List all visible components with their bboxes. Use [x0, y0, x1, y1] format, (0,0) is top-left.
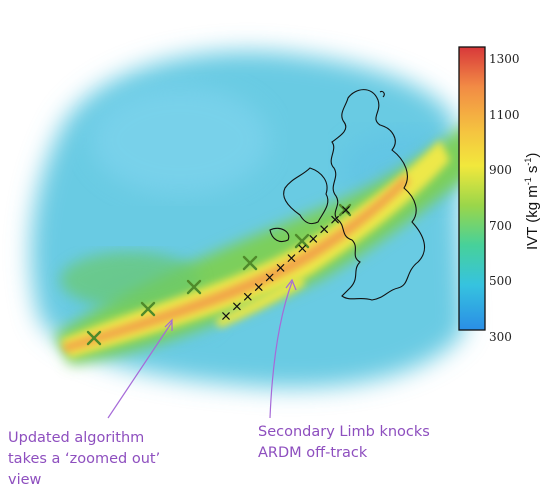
ardm-markers: [222, 206, 350, 320]
updated-algorithm-markers: [86, 203, 352, 346]
colorbar-tick-label: 900: [489, 163, 512, 178]
black-x-marker: [287, 254, 296, 262]
green-x-marker: [338, 203, 352, 217]
colorbar-tick-label: 700: [489, 218, 512, 233]
annotation-line: Updated algorithm: [8, 430, 145, 446]
arrow-secondary-limb: [269, 281, 293, 419]
colorbar-tick-label: 300: [489, 330, 512, 344]
colorbar-tick-label: 500: [489, 274, 512, 289]
annotation-line: ARDM off-track: [258, 445, 368, 461]
annotation-arrows: [107, 278, 297, 419]
green-x-marker: [242, 255, 258, 271]
colorbar-tick-label: 1100: [489, 107, 520, 122]
annotation-line: view: [8, 472, 42, 488]
black-x-marker: [276, 264, 285, 272]
annotation-line: takes a ‘zoomed out’: [8, 451, 161, 467]
green-x-marker: [186, 279, 202, 295]
arrow-secondary-limb-head: [285, 278, 297, 291]
black-x-marker: [309, 235, 318, 243]
green-x-marker: [140, 301, 156, 317]
annotation-updated-algorithm: Updated algorithm takes a ‘zoomed out’ v…: [8, 428, 208, 491]
arrow-updated-algorithm: [107, 321, 173, 419]
arrow-updated-algorithm-head: [164, 318, 173, 331]
annotation-line: Secondary Limb knocks: [258, 424, 430, 440]
colorbar-title: IVT (kg m-1 s-1): [523, 152, 541, 250]
black-x-marker: [222, 312, 230, 320]
black-x-marker: [342, 206, 350, 214]
annotation-secondary-limb: Secondary Limb knocks ARDM off-track: [258, 422, 498, 464]
black-x-marker: [320, 225, 328, 234]
coastline: [269, 89, 426, 301]
colorbar-tick-label: 1300: [489, 52, 520, 66]
black-x-marker: [233, 302, 241, 311]
green-x-marker: [86, 330, 102, 346]
black-x-marker: [298, 244, 307, 253]
black-x-marker: [254, 283, 263, 291]
black-x-marker: [244, 292, 252, 301]
black-x-marker: [331, 215, 339, 224]
black-x-marker: [265, 273, 274, 282]
ivt-colorbar: [458, 46, 486, 331]
